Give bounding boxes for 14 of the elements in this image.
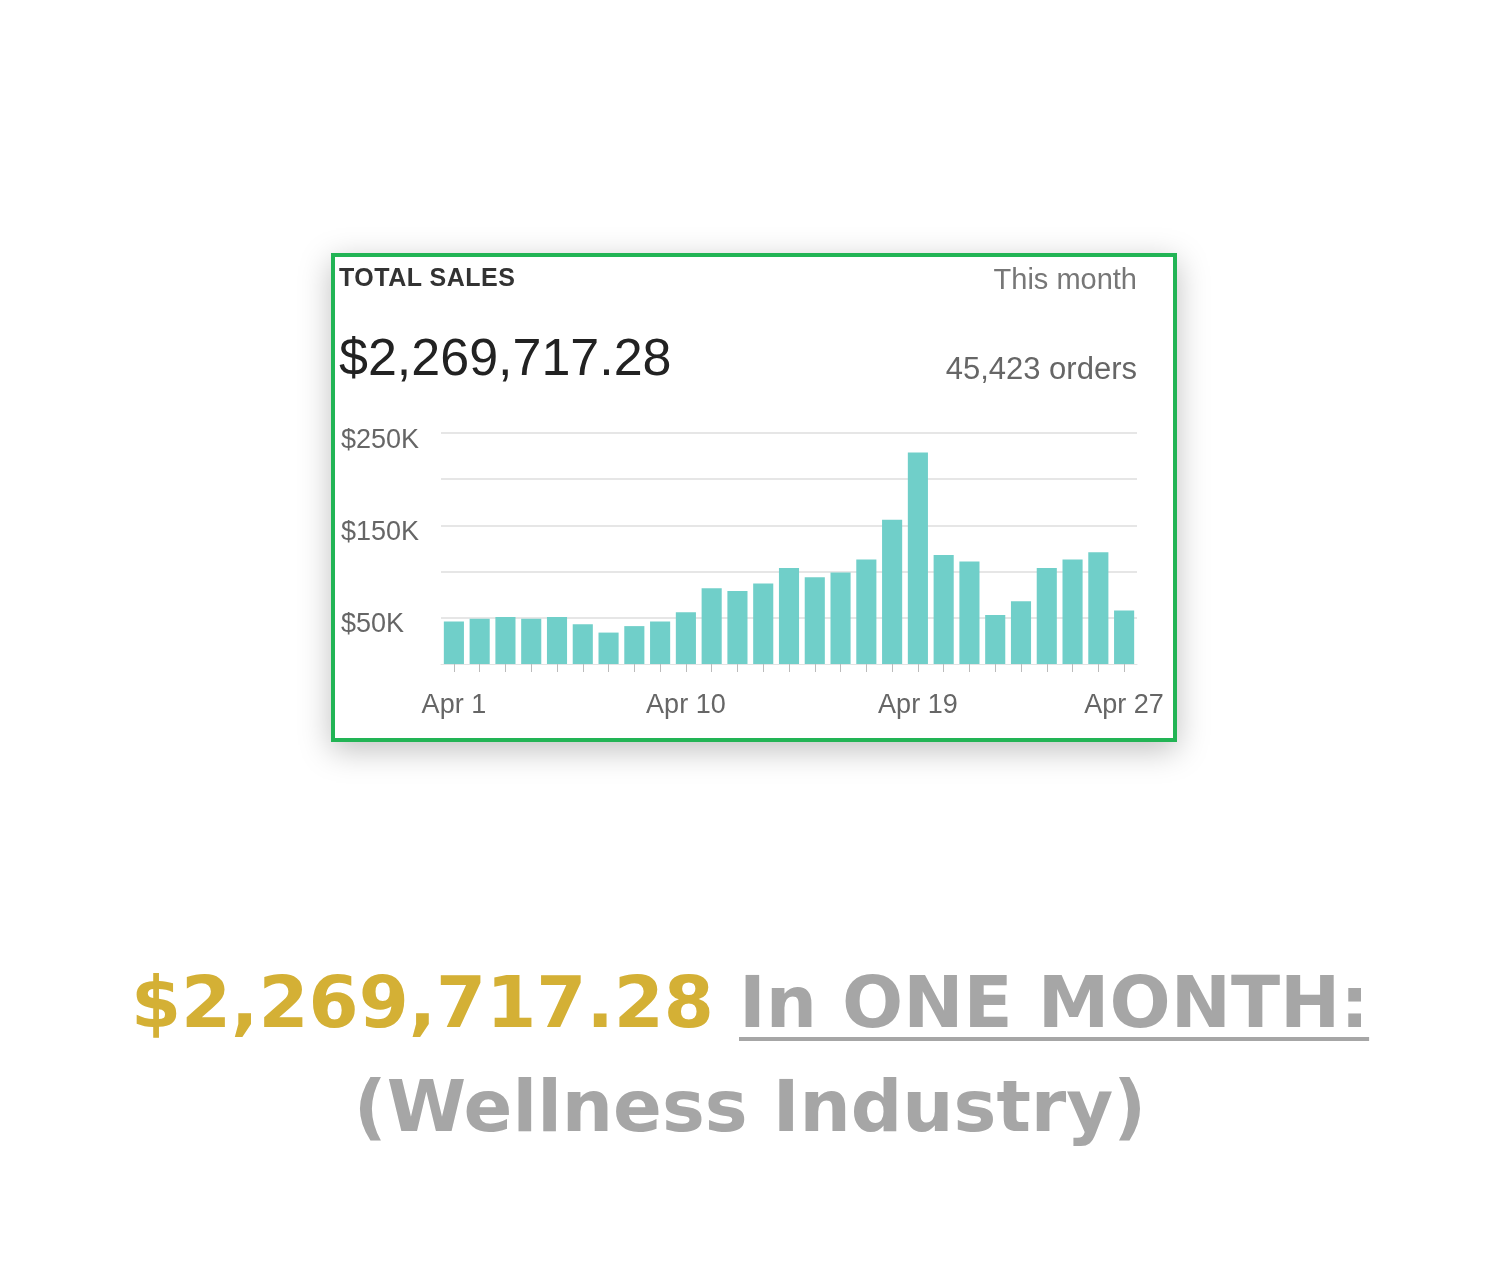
x-tick-label: Apr 19: [878, 688, 958, 719]
y-tick-label: $250K: [341, 423, 420, 454]
chart-subtitle: This month: [993, 263, 1137, 296]
y-tick-label: $50K: [341, 608, 405, 639]
text: $2,269,717.28: [130, 960, 714, 1044]
x-tick-label: Apr 10: [646, 688, 726, 719]
chart-title: TOTAL SALES: [339, 263, 516, 292]
text: In ONE MONTH:: [739, 960, 1370, 1044]
x-tick-label: Apr 1: [421, 688, 487, 719]
text: (Wellness Industry): [352, 1063, 1148, 1150]
text: $2,269,717.28: [339, 327, 672, 387]
text: 45,423 orders: [945, 351, 1137, 387]
x-tick-label: Apr 27: [1084, 688, 1164, 719]
y-tick-label: $150K: [341, 515, 420, 546]
